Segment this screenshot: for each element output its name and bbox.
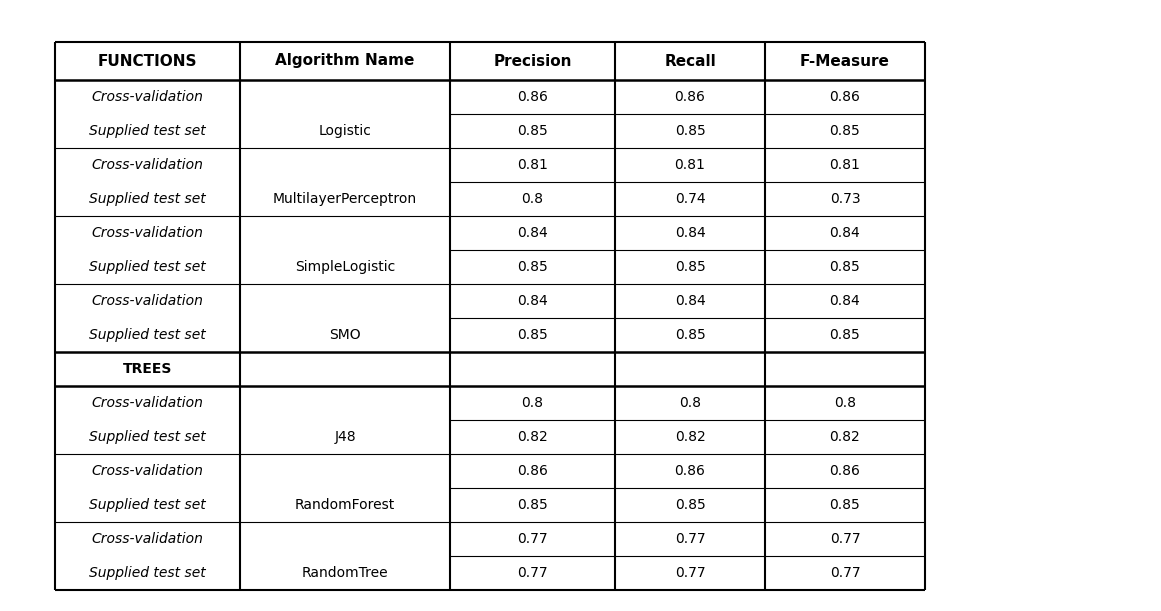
Text: 0.8: 0.8 — [834, 396, 856, 410]
Text: 0.84: 0.84 — [517, 226, 548, 240]
Text: 0.73: 0.73 — [830, 192, 860, 206]
Text: 0.86: 0.86 — [830, 90, 860, 104]
Text: 0.85: 0.85 — [517, 328, 548, 342]
Text: 0.84: 0.84 — [830, 294, 860, 308]
Text: Cross-validation: Cross-validation — [92, 532, 203, 546]
Text: 0.77: 0.77 — [830, 566, 860, 580]
Text: 0.85: 0.85 — [830, 260, 860, 274]
Text: 0.82: 0.82 — [517, 430, 548, 444]
Text: 0.77: 0.77 — [675, 566, 706, 580]
Text: 0.85: 0.85 — [675, 124, 706, 138]
Text: Algorithm Name: Algorithm Name — [275, 54, 414, 68]
Text: J48: J48 — [334, 430, 355, 444]
Text: 0.84: 0.84 — [517, 294, 548, 308]
Text: Supplied test set: Supplied test set — [89, 566, 205, 580]
Text: Supplied test set: Supplied test set — [89, 328, 205, 342]
Text: Cross-validation: Cross-validation — [92, 294, 203, 308]
Text: 0.84: 0.84 — [675, 226, 706, 240]
Text: Supplied test set: Supplied test set — [89, 260, 205, 274]
Text: 0.85: 0.85 — [517, 124, 548, 138]
Text: 0.85: 0.85 — [517, 498, 548, 512]
Text: Logistic: Logistic — [318, 124, 372, 138]
Text: F-Measure: F-Measure — [800, 54, 890, 68]
Text: 0.86: 0.86 — [517, 90, 548, 104]
Text: 0.77: 0.77 — [517, 566, 548, 580]
Text: Supplied test set: Supplied test set — [89, 498, 205, 512]
Text: RandomForest: RandomForest — [295, 498, 395, 512]
Text: TREES: TREES — [123, 362, 172, 376]
Text: 0.77: 0.77 — [675, 532, 706, 546]
Text: Cross-validation: Cross-validation — [92, 464, 203, 478]
Text: 0.8: 0.8 — [679, 396, 701, 410]
Text: 0.85: 0.85 — [830, 124, 860, 138]
Text: 0.85: 0.85 — [830, 498, 860, 512]
Text: 0.85: 0.85 — [675, 260, 706, 274]
Text: 0.84: 0.84 — [675, 294, 706, 308]
Text: 0.8: 0.8 — [521, 192, 543, 206]
Text: Supplied test set: Supplied test set — [89, 192, 205, 206]
Text: Cross-validation: Cross-validation — [92, 158, 203, 172]
Text: 0.86: 0.86 — [517, 464, 548, 478]
Text: SMO: SMO — [330, 328, 361, 342]
Text: 0.85: 0.85 — [517, 260, 548, 274]
Text: 0.82: 0.82 — [675, 430, 706, 444]
Text: 0.85: 0.85 — [675, 328, 706, 342]
Text: 0.77: 0.77 — [517, 532, 548, 546]
Text: Supplied test set: Supplied test set — [89, 430, 205, 444]
Text: 0.82: 0.82 — [830, 430, 860, 444]
Text: Cross-validation: Cross-validation — [92, 226, 203, 240]
Text: 0.86: 0.86 — [830, 464, 860, 478]
Text: Cross-validation: Cross-validation — [92, 90, 203, 104]
Text: 0.8: 0.8 — [521, 396, 543, 410]
Text: MultilayerPerceptron: MultilayerPerceptron — [273, 192, 417, 206]
Text: 0.81: 0.81 — [675, 158, 706, 172]
Text: 0.77: 0.77 — [830, 532, 860, 546]
Text: SimpleLogistic: SimpleLogistic — [295, 260, 395, 274]
Text: 0.86: 0.86 — [675, 90, 706, 104]
Bar — [55, 42, 925, 590]
Text: 0.74: 0.74 — [675, 192, 706, 206]
Text: 0.86: 0.86 — [675, 464, 706, 478]
Text: 0.85: 0.85 — [675, 498, 706, 512]
Text: Supplied test set: Supplied test set — [89, 124, 205, 138]
Text: Cross-validation: Cross-validation — [92, 396, 203, 410]
Text: 0.81: 0.81 — [517, 158, 548, 172]
Text: 0.84: 0.84 — [830, 226, 860, 240]
Text: 0.81: 0.81 — [830, 158, 860, 172]
Text: Precision: Precision — [493, 54, 571, 68]
Text: Recall: Recall — [664, 54, 716, 68]
Text: 0.85: 0.85 — [830, 328, 860, 342]
Text: RandomTree: RandomTree — [302, 566, 388, 580]
Text: FUNCTIONS: FUNCTIONS — [98, 54, 197, 68]
